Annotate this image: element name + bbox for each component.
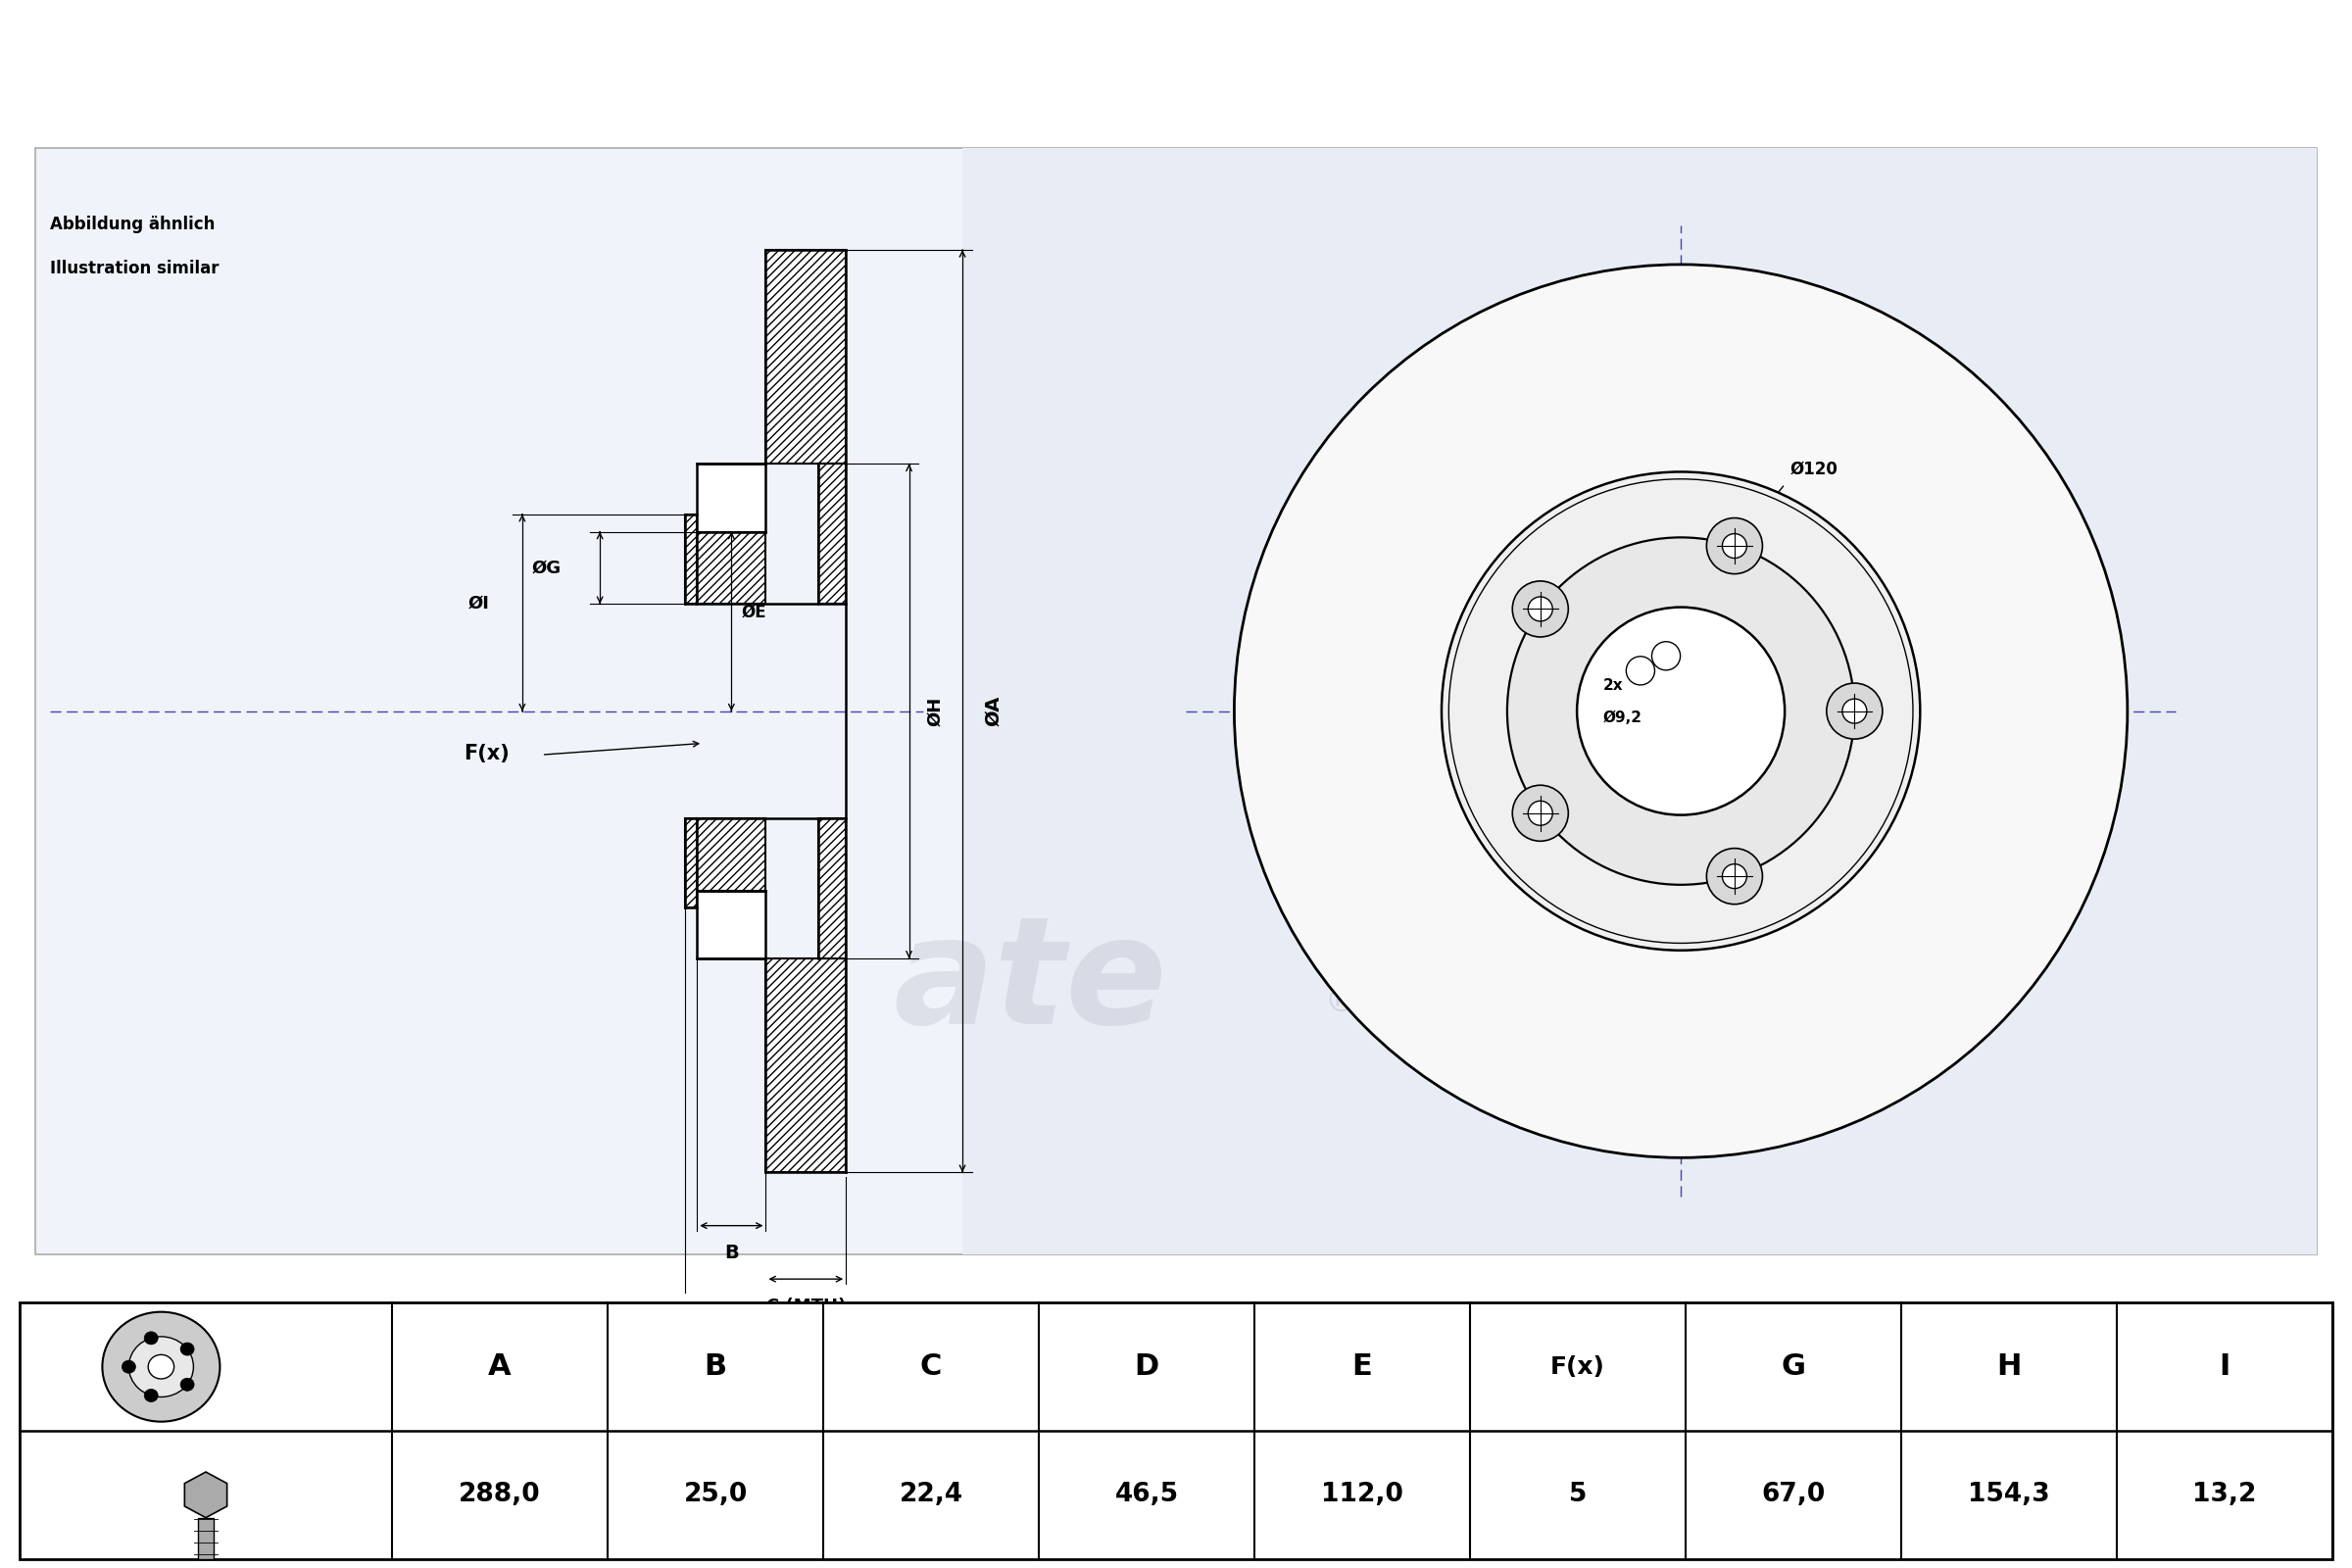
Text: 24.0325-0110.1: 24.0325-0110.1 [699, 34, 1277, 99]
Circle shape [1529, 597, 1552, 621]
Circle shape [1708, 848, 1762, 905]
Bar [198, 1518, 214, 1559]
Circle shape [1625, 657, 1656, 685]
Bar [962, 147, 2317, 1254]
Circle shape [1828, 684, 1882, 739]
Text: 67,0: 67,0 [1762, 1482, 1825, 1507]
Circle shape [1512, 582, 1569, 637]
Text: ØG: ØG [532, 558, 562, 577]
Text: ØE: ØE [741, 604, 767, 621]
Text: ØI: ØI [468, 594, 489, 612]
Text: Ø9,2: Ø9,2 [1604, 710, 1642, 726]
Polygon shape [183, 1472, 228, 1518]
Bar [696, 532, 767, 604]
Text: ØA: ØA [983, 696, 1002, 726]
Text: ®: ® [1324, 986, 1357, 1019]
Bar [684, 818, 696, 908]
Text: E: E [1352, 1353, 1371, 1381]
Bar [684, 514, 696, 604]
Bar [767, 249, 847, 464]
Bar [684, 514, 696, 604]
Text: F(x): F(x) [1550, 1355, 1604, 1378]
Bar [767, 958, 847, 1173]
Circle shape [143, 1331, 158, 1344]
Text: 5: 5 [1569, 1482, 1588, 1507]
Text: 46,5: 46,5 [1115, 1482, 1178, 1507]
Bar [696, 532, 767, 604]
Text: 13,2: 13,2 [2192, 1482, 2256, 1507]
Text: Ø120: Ø120 [1790, 461, 1837, 478]
Text: Abbildung ähnlich: Abbildung ähnlich [49, 216, 214, 234]
Text: 25,0: 25,0 [684, 1482, 748, 1507]
Circle shape [122, 1361, 136, 1374]
Text: 112,0: 112,0 [1322, 1482, 1404, 1507]
Text: ate: ate [894, 909, 1167, 1055]
Bar [696, 818, 767, 891]
Text: G: G [1780, 1353, 1806, 1381]
Circle shape [1442, 472, 1919, 950]
Circle shape [1722, 864, 1748, 889]
Circle shape [148, 1355, 174, 1378]
Bar [818, 464, 847, 604]
Bar [684, 818, 696, 908]
Bar [818, 818, 847, 958]
Circle shape [1576, 607, 1785, 815]
Text: I: I [2218, 1353, 2230, 1381]
Bar [767, 249, 847, 464]
Text: C (MTH): C (MTH) [767, 1297, 847, 1316]
Circle shape [1235, 265, 2129, 1157]
Text: 2x: 2x [1604, 677, 1623, 693]
Text: A: A [489, 1353, 510, 1381]
Text: C: C [920, 1353, 941, 1381]
Bar [767, 958, 847, 1173]
Text: Illustration similar: Illustration similar [49, 260, 219, 278]
Circle shape [1722, 533, 1748, 558]
Circle shape [1842, 699, 1867, 723]
Circle shape [143, 1389, 158, 1402]
Circle shape [1508, 538, 1853, 884]
Circle shape [1512, 786, 1569, 840]
Circle shape [1708, 517, 1762, 574]
Text: 154,3: 154,3 [1969, 1482, 2051, 1507]
Text: 22,4: 22,4 [898, 1482, 962, 1507]
Bar [696, 818, 767, 891]
Circle shape [181, 1378, 195, 1391]
Circle shape [1449, 478, 1912, 944]
Circle shape [101, 1312, 221, 1422]
Circle shape [129, 1336, 193, 1397]
Bar [696, 464, 767, 532]
Text: D: D [757, 1327, 774, 1345]
Text: ØH: ØH [927, 696, 943, 726]
Text: B: B [703, 1353, 727, 1381]
Text: F(x): F(x) [463, 743, 510, 764]
Text: H: H [1997, 1353, 2020, 1381]
Bar [818, 464, 847, 604]
Bar [696, 891, 767, 958]
Circle shape [1651, 641, 1679, 670]
Text: B: B [724, 1243, 739, 1262]
Bar [818, 818, 847, 958]
Text: D: D [1134, 1353, 1160, 1381]
Circle shape [1529, 801, 1552, 825]
Circle shape [181, 1342, 195, 1355]
Text: 525110: 525110 [1557, 34, 1830, 99]
Text: 288,0: 288,0 [459, 1482, 541, 1507]
